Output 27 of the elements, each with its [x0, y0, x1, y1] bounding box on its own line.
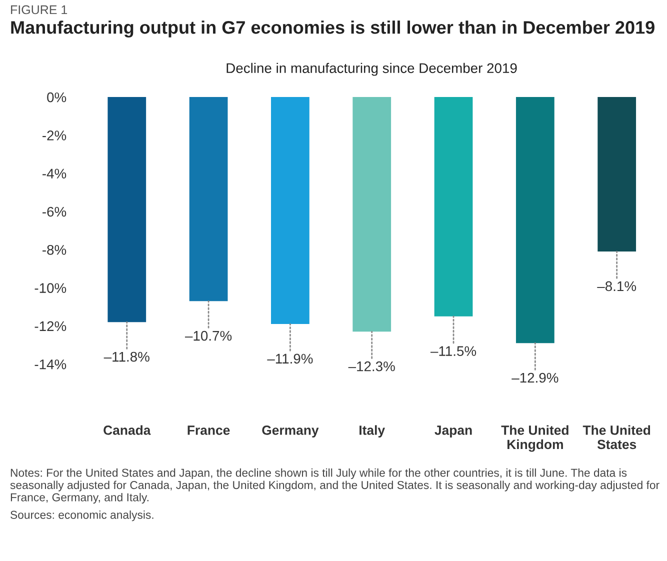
data-label: –10.7% — [184, 330, 232, 341]
y-tick-label: -8% — [42, 244, 66, 255]
y-tick-label: -4% — [42, 168, 66, 178]
chart-subtitle: Decline in manufacturing since December 2019 — [226, 62, 517, 76]
data-label: –11.8% — [104, 352, 150, 362]
caption: FIGURE 1 — [11, 5, 68, 14]
data-label: –11.5% — [430, 346, 476, 356]
x-tick-label: The United Kingdom — [501, 425, 568, 452]
x-tick-label: France — [188, 426, 230, 435]
y-tick-label: -10% — [34, 283, 66, 293]
x-tick-label: Germany — [262, 426, 319, 438]
x-tick-label: Canada — [104, 425, 151, 435]
source-note: Sources: economic analysis. — [10, 510, 154, 522]
y-tick-label: -14% — [34, 359, 66, 370]
x-tick-label: Japan — [434, 426, 472, 438]
data-label: –12.9% — [512, 372, 558, 383]
y-tick-label: -2% — [42, 130, 66, 140]
chart-title: Manufacturing output in G7 economies is still lower than in December 2019 — [11, 20, 654, 38]
data-label: –12.3% — [348, 361, 395, 372]
text: Notes: For the United States and Japan, the decline shown is till July while for the other countries, it is till June. The data is seasonally adjusted for Canada, Japan, the United Kingdom, and the United States. It is seasonally and working-day adjusted for France, Germany, and Italy. — [10, 468, 660, 504]
y-tick-label: -6% — [42, 206, 66, 217]
x-tick-label: The United States — [582, 425, 650, 450]
data-label: –11.9% — [267, 354, 313, 364]
y-tick-label: -12% — [34, 321, 66, 332]
y-tick-label: 0% — [47, 92, 66, 102]
data-label: –8.1% — [597, 281, 636, 292]
x-tick-label: Italy — [360, 425, 385, 438]
